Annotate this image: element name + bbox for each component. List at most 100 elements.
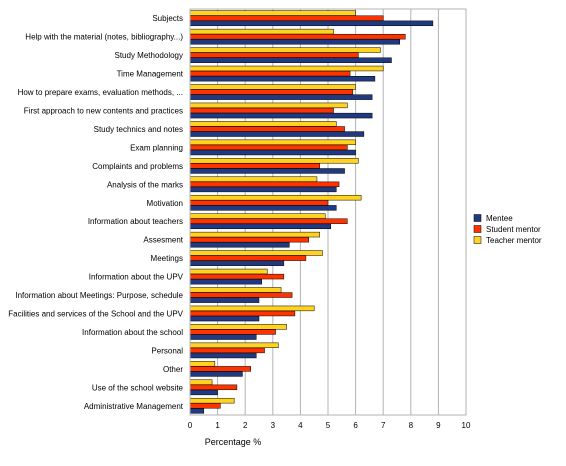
bar-mentee bbox=[189, 408, 205, 414]
bar-mentee bbox=[189, 39, 401, 45]
bar-student-mentor bbox=[189, 255, 307, 261]
bar-mentee bbox=[189, 223, 332, 230]
bar-teacher-mentor bbox=[189, 139, 356, 146]
legend-label: Teacher mentor bbox=[486, 236, 542, 245]
bar-student-mentor bbox=[189, 236, 309, 243]
bar-teacher-mentor bbox=[189, 379, 213, 385]
category-label: Complaints and problems bbox=[92, 162, 183, 171]
bar-teacher-mentor bbox=[189, 176, 318, 182]
category-label: Study Methodology bbox=[115, 51, 184, 60]
bar-mentee bbox=[189, 297, 260, 303]
bar-teacher-mentor bbox=[189, 231, 320, 238]
bar-mentee bbox=[189, 20, 434, 27]
bar-mentee bbox=[189, 75, 376, 82]
legend-swatch bbox=[473, 225, 482, 233]
x-tick-label: 6 bbox=[353, 421, 358, 430]
bar-teacher-mentor bbox=[189, 158, 359, 164]
bar-student-mentor bbox=[189, 126, 345, 132]
bar-student-mentor bbox=[189, 33, 406, 40]
category-label: Motivation bbox=[147, 199, 183, 208]
bar-student-mentor bbox=[189, 403, 221, 409]
bar-teacher-mentor bbox=[189, 84, 356, 90]
bar-teacher-mentor bbox=[189, 342, 279, 349]
category-label: First approach to new contents and pract… bbox=[24, 107, 183, 116]
category-label: Time Management bbox=[117, 70, 184, 79]
bar-mentee bbox=[189, 186, 337, 193]
bar-teacher-mentor bbox=[189, 28, 334, 35]
bar-student-mentor bbox=[189, 70, 351, 77]
x-tick-label: 3 bbox=[271, 421, 276, 430]
bar-student-mentor bbox=[189, 384, 238, 391]
category-label: How to prepare exams, evaluation methods… bbox=[18, 88, 183, 97]
bar-teacher-mentor bbox=[189, 397, 235, 404]
legend-swatch bbox=[473, 236, 482, 244]
legend-label: Student mentor bbox=[486, 225, 541, 234]
category-label: Other bbox=[163, 365, 183, 374]
x-tick-label: 9 bbox=[436, 421, 441, 430]
bar-mentee bbox=[189, 315, 260, 322]
bar-teacher-mentor bbox=[189, 361, 216, 367]
category-label: Study technics and notes bbox=[94, 125, 183, 134]
category-label: Use of the school website bbox=[92, 383, 184, 392]
category-label: Information about Meetings: Purpose, sch… bbox=[15, 291, 183, 300]
category-label: Analysis of the marks bbox=[107, 180, 183, 189]
legend-swatch bbox=[473, 214, 482, 222]
bar-student-mentor bbox=[189, 273, 285, 280]
x-tick-label: 10 bbox=[462, 421, 471, 430]
bar-mentee bbox=[189, 94, 373, 100]
legend-label: Mentee bbox=[486, 214, 513, 223]
bar-mentee bbox=[189, 371, 243, 377]
category-label: Help with the material (notes, bibliogra… bbox=[25, 33, 183, 42]
x-tick-label: 2 bbox=[243, 421, 248, 430]
bar-mentee bbox=[189, 112, 373, 119]
bar-student-mentor bbox=[189, 163, 320, 169]
category-label: Meetings bbox=[151, 254, 183, 263]
bar-student-mentor bbox=[189, 144, 348, 151]
category-label: Information about teachers bbox=[88, 217, 183, 226]
category-label: Personal bbox=[151, 346, 183, 355]
category-label: Administrative Management bbox=[84, 402, 184, 411]
bar-teacher-mentor bbox=[189, 250, 323, 256]
bar-student-mentor bbox=[189, 15, 384, 21]
bar-teacher-mentor bbox=[189, 194, 362, 201]
bar-student-mentor bbox=[189, 89, 354, 95]
bar-teacher-mentor bbox=[189, 305, 315, 312]
bar-student-mentor bbox=[189, 366, 251, 372]
bar-teacher-mentor bbox=[189, 213, 326, 219]
bar-student-mentor bbox=[189, 218, 348, 224]
x-tick-label: 4 bbox=[298, 421, 303, 430]
bars bbox=[189, 10, 434, 414]
bar-mentee bbox=[189, 260, 285, 266]
x-tick-label: 7 bbox=[381, 421, 386, 430]
bar-student-mentor bbox=[189, 200, 329, 206]
bar-student-mentor bbox=[189, 107, 334, 114]
bar-teacher-mentor bbox=[189, 324, 287, 330]
bar-mentee bbox=[189, 242, 290, 248]
bar-mentee bbox=[189, 168, 345, 174]
bar-teacher-mentor bbox=[189, 10, 356, 16]
x-tick-labels: 0 1 2 3 4 5 6 7 8 9 10 bbox=[188, 421, 471, 430]
bar-student-mentor bbox=[189, 310, 296, 317]
x-tick-label: 5 bbox=[326, 421, 331, 430]
category-labels: Subjects Help with the material (notes, b… bbox=[8, 14, 184, 411]
x-axis-label: Percentage % bbox=[205, 437, 262, 447]
legend: Mentee Student mentor Teacher mentor bbox=[473, 214, 542, 245]
bar-mentee bbox=[189, 352, 257, 359]
bar-mentee bbox=[189, 57, 392, 63]
bar-student-mentor bbox=[189, 347, 265, 354]
category-label: Information about the school bbox=[82, 328, 183, 337]
bar-student-mentor bbox=[189, 292, 293, 298]
bar-teacher-mentor bbox=[189, 268, 268, 275]
bar-teacher-mentor bbox=[189, 47, 381, 53]
category-label: Exam planning bbox=[130, 143, 183, 152]
category-label: Information about the UPV bbox=[89, 273, 184, 282]
category-label: Subjects bbox=[152, 14, 183, 23]
category-label: Assesment bbox=[143, 236, 183, 245]
bar-student-mentor bbox=[189, 181, 340, 188]
bar-mentee bbox=[189, 131, 365, 137]
x-tick-label: 8 bbox=[409, 421, 414, 430]
bar-teacher-mentor bbox=[189, 65, 384, 72]
bar-mentee bbox=[189, 278, 263, 285]
bar-mentee bbox=[189, 205, 337, 211]
